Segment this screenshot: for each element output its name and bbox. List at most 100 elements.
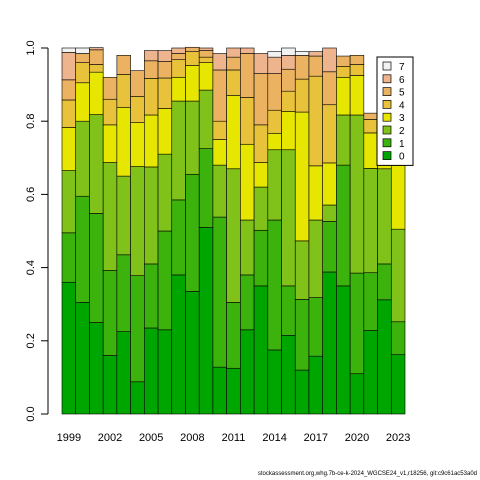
- bar-2001-age-0: [89, 322, 104, 415]
- y-tick-label-0.2: 0.2: [25, 333, 37, 348]
- bar-2017-age-2: [308, 219, 323, 298]
- bar-2010-age-3: [212, 139, 227, 166]
- bar-2010-age-5: [212, 69, 227, 122]
- bar-2019-age-4: [336, 66, 351, 78]
- bar-2018-age-5: [322, 71, 337, 106]
- bar-2016-age-5: [294, 55, 310, 80]
- bar-2021-age-4: [363, 119, 378, 134]
- bar-2010-age-0: [212, 366, 227, 415]
- bar-2007-age-5: [171, 53, 186, 61]
- bar-2006-age-0: [157, 329, 173, 415]
- bar-2005-age-6: [144, 50, 159, 62]
- legend-label-4: 4: [399, 100, 405, 111]
- bar-2015-age-4: [281, 90, 296, 112]
- bar-2021-age-2: [363, 168, 378, 274]
- bar-2018-age-1: [322, 221, 337, 273]
- bar-2003-age-0: [116, 331, 131, 415]
- bar-2020-age-4: [349, 64, 365, 76]
- bar-2000-age-4: [75, 62, 90, 84]
- bar-2011-age-6: [226, 47, 241, 58]
- x-tick-label-2020: 2020: [345, 432, 369, 444]
- bar-2005-age-0: [144, 327, 159, 415]
- bar-1999-age-3: [61, 127, 77, 171]
- bar-2017-age-5: [308, 55, 323, 77]
- legend-swatch-1: [382, 138, 392, 148]
- bar-2000-age-2: [75, 120, 90, 197]
- bar-2013-age-2: [253, 186, 269, 231]
- bar-2005-age-2: [144, 166, 159, 265]
- bar-2014-age-6: [267, 56, 282, 74]
- bar-2013-age-6: [253, 53, 269, 74]
- bar-2005-age-3: [144, 114, 159, 168]
- x-tick-label-2011: 2011: [222, 432, 246, 444]
- bar-2004-age-1: [130, 275, 145, 383]
- bar-2020-age-5: [349, 55, 365, 65]
- bar-2003-age-5: [116, 55, 131, 75]
- bar-2007-age-6: [171, 47, 186, 54]
- bar-2016-age-0: [294, 369, 310, 415]
- y-tick-label-0.6: 0.6: [25, 187, 37, 202]
- bar-2008-age-2: [185, 100, 200, 175]
- bar-2019-age-2: [336, 114, 351, 166]
- bar-2000-age-0: [75, 302, 90, 415]
- bar-2011-age-3: [226, 95, 241, 170]
- legend-swatch-7: [382, 61, 392, 71]
- legend-box: [376, 56, 414, 166]
- bar-2018-age-0: [322, 271, 337, 415]
- bar-2012-age-5: [240, 53, 255, 98]
- bar-2011-age-2: [226, 168, 241, 303]
- legend-swatch-0: [382, 151, 392, 160]
- bar-2014-age-5: [267, 73, 282, 111]
- bar-2003-age-3: [116, 106, 131, 177]
- bar-2016-age-4: [294, 78, 310, 113]
- bar-2013-age-1: [253, 229, 269, 287]
- bar-2007-age-4: [171, 59, 186, 78]
- bar-2020-age-0: [349, 373, 365, 415]
- bar-1999-age-2: [61, 170, 77, 234]
- bar-2016-age-7: [294, 51, 310, 56]
- bar-2015-age-7: [281, 47, 296, 56]
- bar-2001-age-4: [89, 64, 104, 73]
- bar-2017-age-4: [308, 75, 323, 167]
- bar-2018-age-3: [322, 162, 337, 206]
- x-tick-label-1999: 1999: [57, 432, 81, 444]
- bar-2012-age-2: [240, 219, 255, 276]
- bar-2009-age-0: [198, 227, 214, 415]
- bar-2017-age-0: [308, 355, 323, 415]
- bar-2020-age-3: [349, 75, 365, 116]
- legend-label-5: 5: [399, 88, 405, 99]
- bar-2013-age-5: [253, 73, 269, 126]
- bar-2015-age-6: [281, 55, 296, 70]
- bar-2015-age-0: [281, 335, 296, 415]
- bar-2010-age-4: [212, 120, 227, 140]
- legend-swatch-4: [382, 100, 392, 109]
- bar-2014-age-0: [267, 349, 282, 415]
- bar-2002-age-4: [102, 98, 118, 126]
- bar-2013-age-4: [253, 124, 269, 163]
- bar-2009-age-6: [198, 47, 214, 51]
- bar-2003-age-1: [116, 254, 131, 332]
- bar-2014-age-2: [267, 149, 282, 221]
- bar-2010-age-6: [212, 53, 227, 71]
- bar-2006-age-5: [157, 61, 173, 79]
- bar-2019-age-0: [336, 285, 351, 415]
- bar-2008-age-3: [185, 65, 200, 102]
- bar-2012-age-0: [240, 329, 255, 415]
- bar-2011-age-1: [226, 302, 241, 369]
- bar-2005-age-5: [144, 60, 159, 79]
- legend-label-6: 6: [399, 75, 405, 86]
- bar-2014-age-1: [267, 219, 282, 351]
- legend-swatch-6: [382, 74, 392, 84]
- y-tick-label-0.4: 0.4: [25, 260, 37, 275]
- legend-label-0: 0: [399, 152, 405, 163]
- bar-2005-age-4: [144, 78, 159, 116]
- bar-2017-age-6: [308, 51, 323, 57]
- bar-2008-age-0: [185, 291, 200, 415]
- bar-2009-age-5: [198, 50, 214, 58]
- bar-2016-age-3: [294, 111, 310, 242]
- bar-2006-age-1: [157, 230, 173, 331]
- bar-2012-age-3: [240, 143, 255, 221]
- bar-2018-age-2: [322, 204, 337, 222]
- bar-2012-age-4: [240, 97, 255, 145]
- bar-2004-age-2: [130, 166, 145, 276]
